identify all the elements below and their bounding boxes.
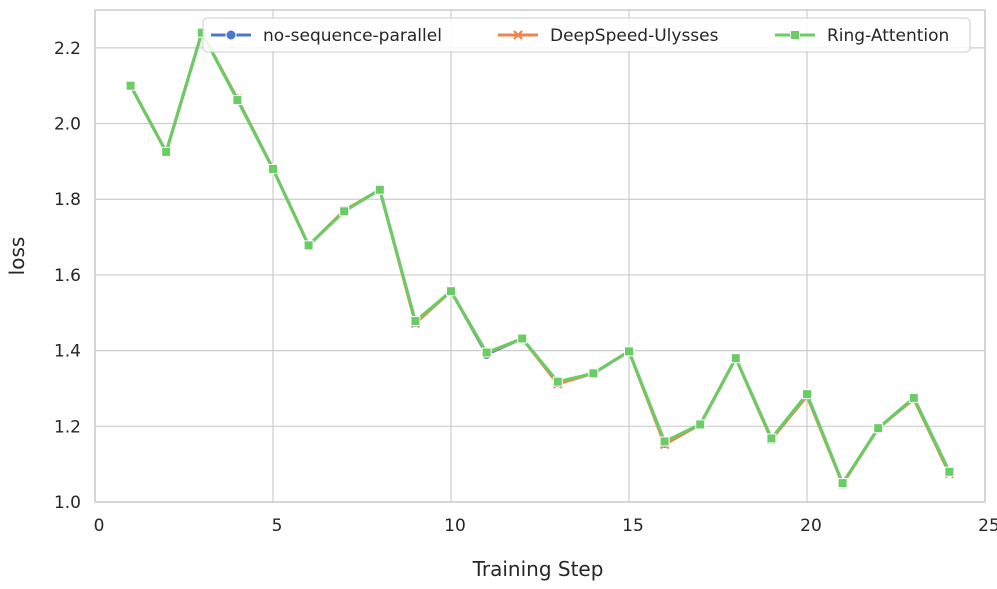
data-point	[125, 80, 136, 91]
data-point	[695, 419, 706, 430]
x-tick-label: 25	[978, 516, 997, 536]
y-tick-label: 1.6	[54, 266, 81, 286]
data-point	[659, 436, 670, 447]
data-point	[410, 316, 421, 327]
x-tick-label: 20	[800, 516, 822, 536]
legend-entry: no-sequence-parallel	[211, 26, 442, 46]
x-tick-label: 0	[94, 516, 105, 536]
x-tick-label: 15	[622, 516, 644, 536]
y-tick-label: 1.8	[54, 190, 81, 210]
series-no-sequence-parallel	[125, 27, 955, 490]
data-point	[730, 353, 741, 364]
data-point	[624, 346, 634, 357]
data-point	[944, 466, 955, 477]
data-point	[552, 376, 563, 387]
legend-marker	[513, 30, 523, 40]
y-tick-label: 1.0	[54, 493, 81, 513]
data-point	[374, 184, 385, 195]
data-point	[339, 206, 350, 217]
legend-label: DeepSpeed-Ulysses	[550, 26, 719, 46]
legend-label: Ring-Attention	[827, 26, 949, 46]
data-point	[446, 286, 456, 297]
series-Ring-Attention	[125, 27, 955, 489]
data-point	[837, 478, 848, 489]
data-point	[232, 95, 243, 106]
legend-frame	[202, 17, 971, 53]
data-point	[481, 347, 492, 358]
legend: no-sequence-parallel DeepSpeed-Ulysses Rin…	[202, 17, 971, 53]
data-point	[908, 392, 919, 403]
y-axis-ticks: 1.0 1.2 1.4 1.6 1.8 2.0 2.2	[54, 39, 81, 513]
series-line	[129, 31, 951, 486]
legend-marker	[790, 30, 800, 40]
data-point	[161, 146, 172, 157]
legend-entry: Ring-Attention	[775, 26, 949, 46]
series-line	[129, 31, 951, 486]
legend-entry: DeepSpeed-Ulysses	[498, 26, 719, 46]
x-tick-label: 5	[272, 516, 283, 536]
series-DeepSpeed-Ulysses	[125, 27, 955, 489]
data-point	[766, 433, 777, 444]
series-group	[125, 27, 955, 490]
data-point	[303, 240, 314, 251]
y-axis-label: loss	[5, 237, 29, 276]
data-point	[517, 333, 528, 344]
data-point	[802, 389, 812, 400]
y-tick-label: 1.4	[54, 342, 81, 362]
y-tick-label: 2.0	[54, 115, 81, 135]
plot-area-frame	[94, 9, 986, 503]
y-tick-label: 1.2	[54, 417, 81, 437]
legend-label: no-sequence-parallel	[263, 26, 442, 46]
data-point	[588, 368, 599, 379]
series-line	[129, 31, 951, 485]
data-point	[873, 423, 884, 434]
y-tick-label: 2.2	[54, 39, 81, 59]
x-tick-label: 10	[444, 516, 466, 536]
legend-marker	[225, 29, 237, 41]
data-point	[268, 163, 278, 174]
x-axis-ticks: 0 5 10 15 20 25	[94, 516, 997, 536]
x-axis-label: Training Step	[472, 557, 604, 581]
